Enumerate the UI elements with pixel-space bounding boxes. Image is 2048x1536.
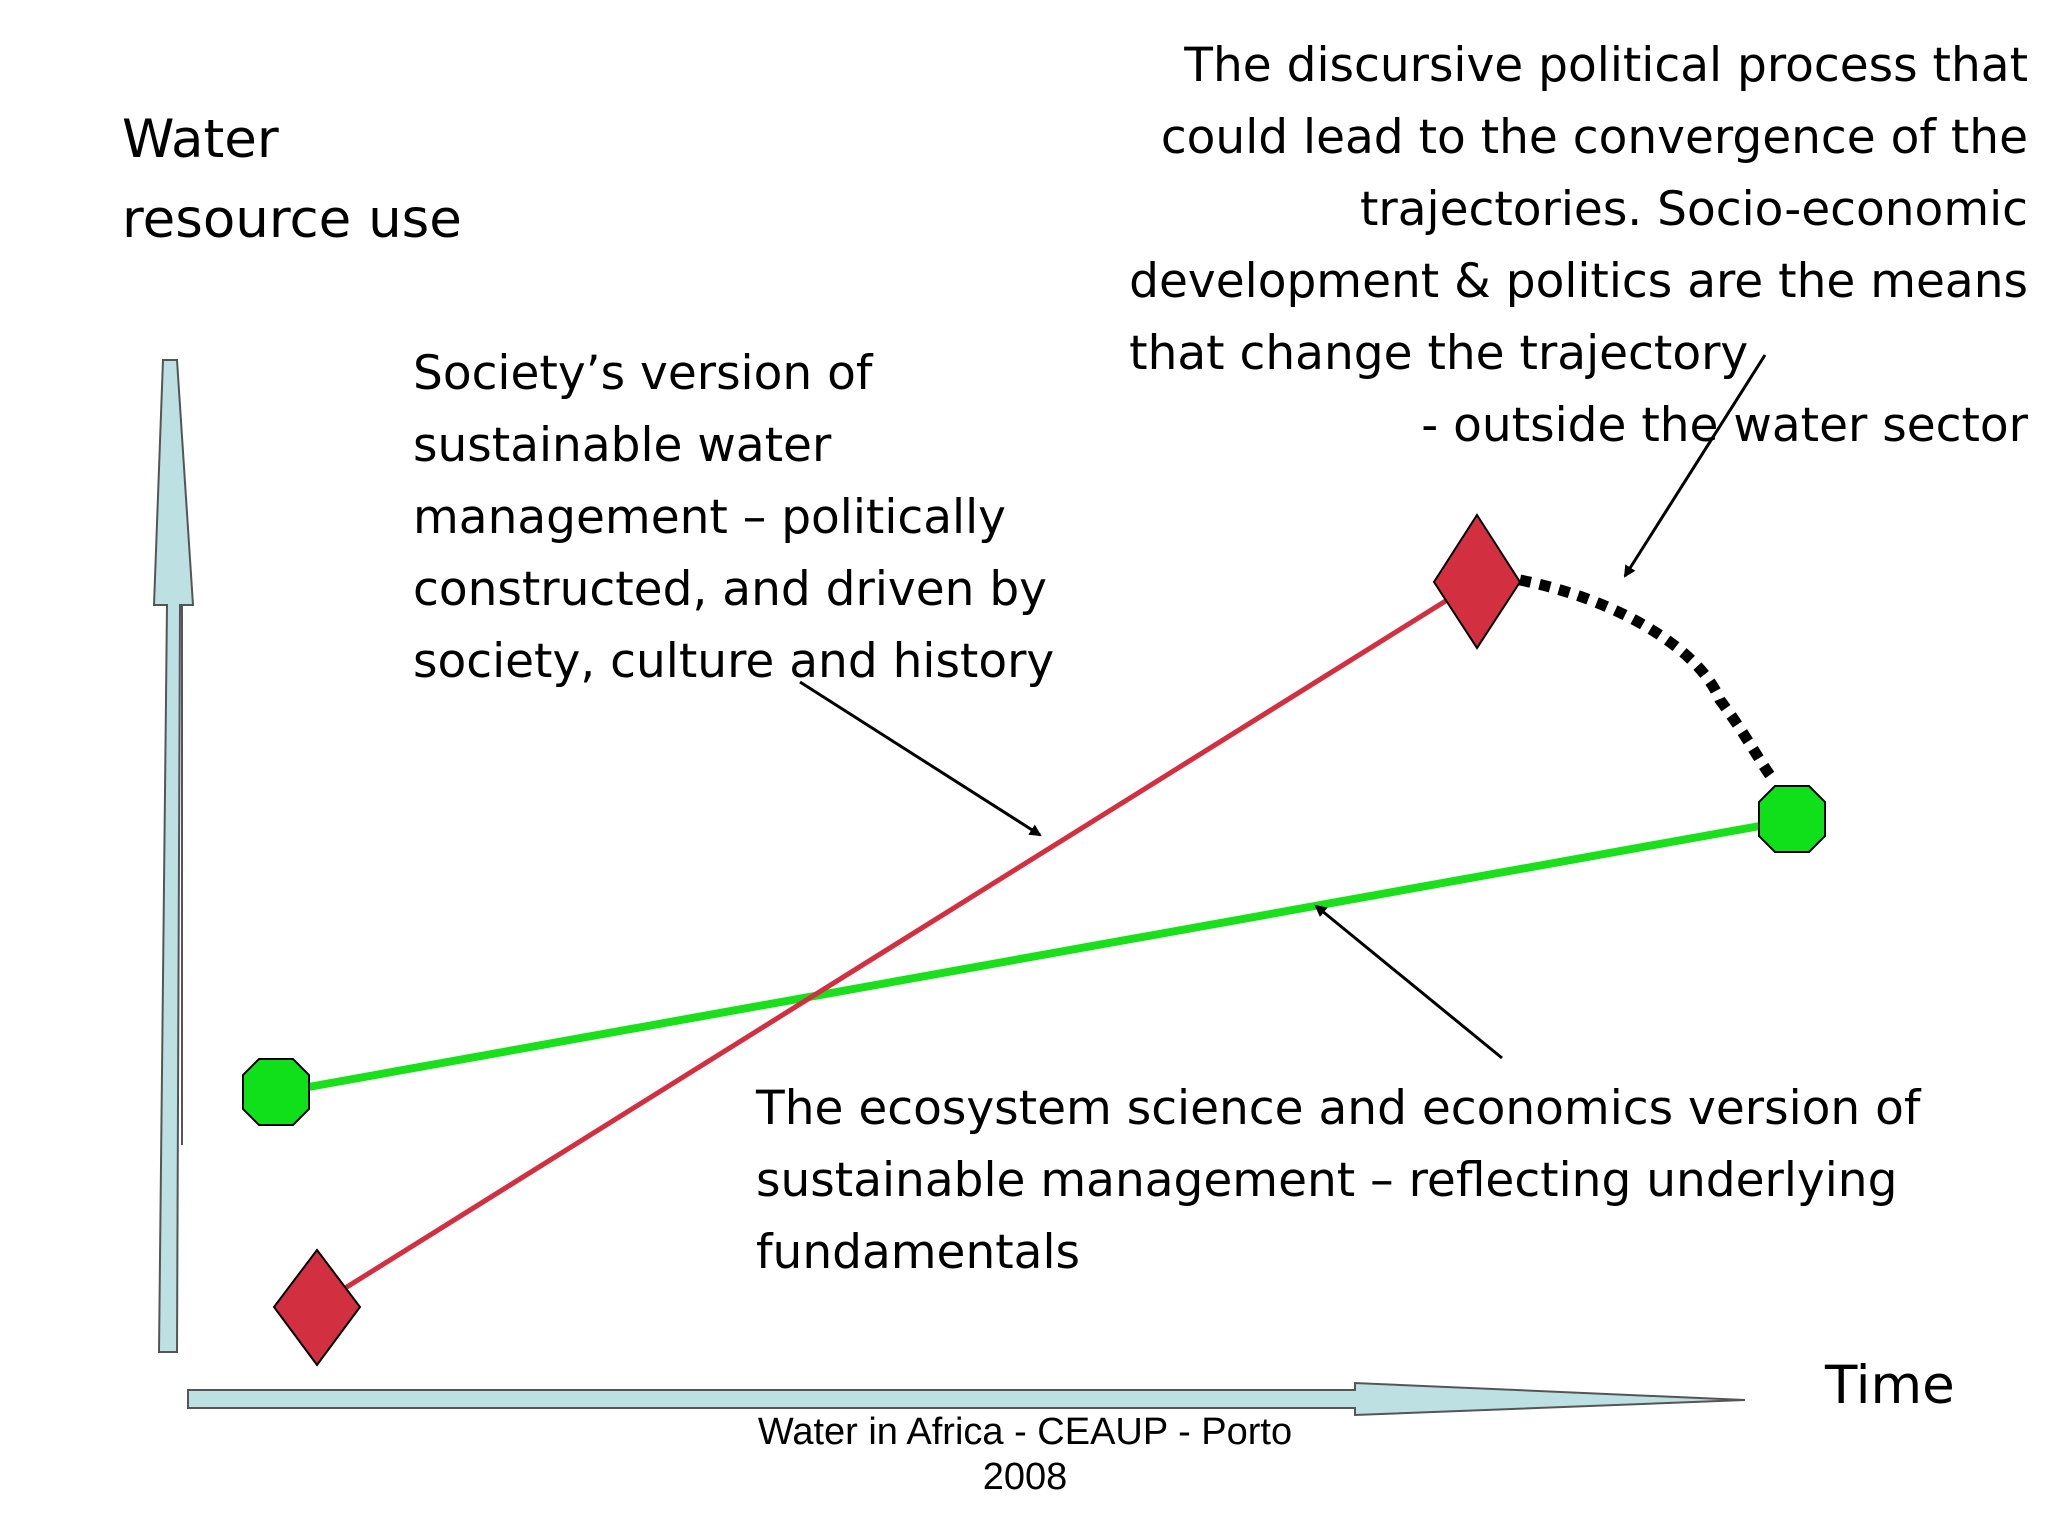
start-diamond-marker [272,1248,362,1367]
annotation-line: sustainable water [413,418,832,473]
annotation-line: that change the trajectory [1129,326,1749,381]
y-axis-label: Water resource use [122,100,462,260]
y-axis-arrow [152,359,195,1353]
society-pointer-arrow [799,680,1042,837]
annotation-line: fundamentals [756,1225,1081,1280]
annotation-line: could lead to the convergence of the [1160,110,2028,165]
annotation-line: development & politics are the means [1129,254,2028,309]
annotation-line: management – politically [413,490,1006,545]
y-axis-label-line: resource use [122,189,462,250]
annotation-line: society, culture and history [413,634,1055,689]
footer-line: Water in Africa - CEAUP - Porto [757,1411,1293,1453]
x-axis-label: Time [1825,1355,1955,1416]
ecosystem-trajectory-line [274,816,1794,1097]
ecosystem-pointer-arrow [1314,904,1503,1060]
annotation-line: The discursive political process that [1184,38,2028,93]
annotation-line: Society’s version of [413,346,873,401]
y-axis-label-line: Water [122,109,279,170]
footer-line: 2008 [982,1456,1068,1498]
annotation-line: sustainable management – reflecting unde… [756,1153,1898,1208]
annotation-line: trajectories. Socio-economic [1359,182,2028,237]
slide-footer: Water in Africa - CEAUP - Porto 2008 [700,1410,1350,1500]
annotation-line: - outside the water sector [1421,398,2028,453]
society-trajectory-line [316,579,1478,1308]
convergence-dotted-curve [1518,574,1778,786]
end-diamond-marker [1432,513,1522,650]
political-pointer-arrow [1623,354,1767,578]
annotation-line: constructed, and driven by [413,562,1047,617]
annotation-line: The ecosystem science and economics vers… [756,1081,1921,1136]
political-process-annotation: The discursive political process that co… [1129,30,2028,462]
end-octagon-marker [1758,785,1826,853]
x-axis-arrow [187,1381,1746,1417]
society-version-annotation: Society’s version of sustainable water m… [413,338,1054,698]
ecosystem-version-annotation: The ecosystem science and economics vers… [756,1073,1920,1289]
start-octagon-marker [242,1058,310,1126]
